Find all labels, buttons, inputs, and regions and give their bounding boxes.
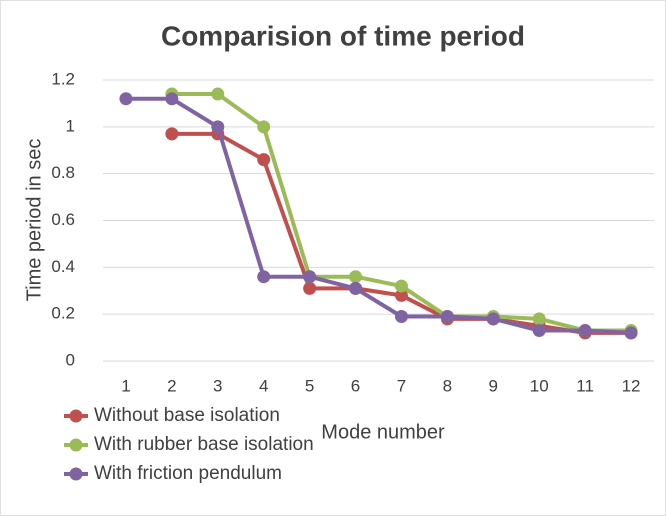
y-tick-label: 0.4 (51, 257, 75, 276)
data-point (211, 120, 225, 134)
data-point (303, 281, 317, 295)
data-point (257, 120, 271, 134)
data-point (257, 153, 271, 167)
legend-label: With rubber base isolation (94, 434, 314, 455)
data-point (349, 270, 363, 284)
x-tick-label: 9 (489, 376, 498, 395)
data-point (394, 279, 408, 293)
x-tick-label: 4 (259, 376, 268, 395)
data-point (303, 270, 317, 284)
y-tick-label: 0.8 (51, 163, 75, 182)
y-tick-label: 1.2 (51, 69, 75, 88)
data-point (257, 270, 271, 284)
legend-label: Without base isolation (94, 405, 280, 426)
legend-marker (69, 467, 83, 481)
data-point (165, 92, 179, 106)
data-point (532, 324, 546, 338)
y-tick-label: 0 (66, 350, 75, 369)
data-point (624, 326, 638, 340)
y-tick-label: 0.6 (51, 210, 75, 229)
y-tick-label: 0.2 (51, 304, 75, 323)
x-tick-label: 5 (305, 376, 314, 395)
legend-label: With friction pendulum (94, 463, 282, 484)
x-tick-label: 1 (121, 376, 130, 395)
y-axis-label: Time period in sec (23, 139, 45, 302)
data-point (211, 87, 225, 101)
data-point (394, 310, 408, 324)
x-tick-label: 8 (443, 376, 452, 395)
legend-marker (69, 438, 83, 452)
data-point (119, 92, 133, 106)
x-tick-label: 2 (167, 376, 176, 395)
x-tick-label: 10 (530, 376, 549, 395)
legend-marker (69, 409, 83, 423)
series-line (125, 96, 632, 335)
data-point (440, 310, 454, 324)
x-tick-label: 3 (213, 376, 222, 395)
data-point (394, 288, 408, 302)
data-point (532, 312, 546, 326)
data-point (349, 281, 363, 295)
data-point (165, 127, 179, 141)
x-tick-label: 7 (397, 376, 406, 395)
data-point (578, 324, 592, 338)
data-point (486, 312, 500, 326)
x-tick-label: 6 (351, 376, 360, 395)
y-tick-label: 1 (66, 116, 75, 135)
x-tick-label: 11 (576, 376, 594, 395)
x-axis-label: Mode number (321, 421, 445, 443)
x-tick-label: 12 (622, 376, 641, 395)
chart-title: Comparision of time period (161, 20, 525, 51)
